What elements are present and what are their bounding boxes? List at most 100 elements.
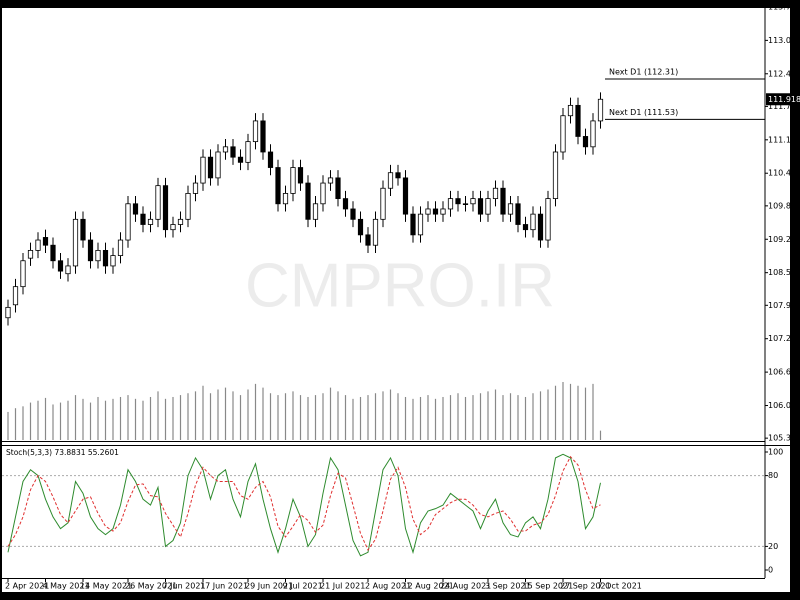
y-tick-label: 105.375	[768, 434, 800, 443]
candle-body	[567, 104, 574, 117]
candle-body	[20, 260, 26, 288]
x-tick-label: 4 May 2021	[43, 582, 90, 591]
candle-body	[57, 260, 64, 272]
x-tick-label: 26 May 2021	[125, 582, 177, 591]
candle-body	[582, 136, 589, 148]
x-tick-label: 7 Oct 2021	[598, 582, 642, 591]
candle-body	[95, 249, 101, 262]
stoch-title: Stoch(5,3,3) 73.8831 55.2601	[6, 448, 119, 457]
x-tick-label: 2 Aug 2021	[365, 582, 411, 591]
candle-body	[327, 177, 334, 184]
y-tick-label: 112.410	[768, 69, 800, 78]
candle-body	[245, 141, 251, 163]
y-tick-label: 109.215	[768, 235, 800, 244]
candle-body	[335, 177, 341, 200]
y-tick-label: 108.570	[768, 268, 800, 277]
candle-body	[560, 115, 566, 153]
candle-body	[230, 146, 236, 158]
candle-body	[290, 167, 296, 194]
candle-body	[432, 208, 439, 215]
candle-body	[260, 120, 266, 153]
candle-body	[155, 185, 161, 220]
candle-body	[515, 203, 521, 225]
candle-body	[207, 156, 214, 179]
candle-body	[275, 167, 281, 205]
chart-background	[2, 8, 790, 592]
candle-body	[200, 156, 206, 184]
candle-body	[507, 203, 514, 215]
y-tick-label: 106.005	[768, 401, 800, 410]
y-tick-label: 107.940	[768, 301, 800, 310]
candle-body	[387, 172, 394, 189]
candle-body	[470, 198, 476, 205]
x-tick-label: 15 Sep 2021	[523, 582, 574, 591]
candle-body	[192, 182, 199, 194]
y-tick-label: 113.700	[768, 2, 800, 11]
candle-body	[417, 213, 424, 236]
candle-body	[575, 104, 581, 137]
candle-body	[545, 198, 551, 241]
y-tick-label: 0	[768, 566, 773, 575]
candle-body	[237, 156, 244, 163]
candle-body	[117, 239, 124, 256]
candle-body	[222, 146, 229, 153]
candle-body	[125, 203, 131, 241]
candle-body	[65, 265, 71, 275]
y-tick-label: 111.135	[768, 135, 800, 144]
candle-body	[462, 203, 469, 205]
level-label: Next D1 (111.53)	[609, 108, 678, 117]
candle-body	[320, 182, 326, 205]
candle-body	[215, 151, 221, 179]
candle-body	[500, 187, 506, 215]
y-tick-label: 113.055	[768, 36, 800, 45]
candle-body	[162, 185, 169, 231]
candle-body	[170, 224, 176, 231]
candle-body	[455, 198, 461, 205]
candle-body	[402, 177, 409, 215]
x-tick-label: 21 Jul 2021	[320, 582, 365, 591]
y-tick-label: 110.490	[768, 169, 800, 178]
candle-body	[185, 193, 191, 220]
candle-body	[597, 98, 604, 122]
x-tick-label: 17 Jun 2021	[200, 582, 248, 591]
candle-body	[102, 249, 109, 267]
candle-body	[537, 213, 544, 241]
candle-body	[5, 306, 11, 319]
y-tick-label: 100	[768, 448, 783, 457]
candle-body	[282, 193, 289, 205]
candle-body	[27, 249, 34, 259]
candle-body	[132, 203, 139, 215]
candle-body	[42, 237, 49, 246]
candle-body	[530, 213, 536, 231]
x-tick-label: 14 May 2021	[80, 582, 132, 591]
candle-body	[410, 213, 416, 236]
y-tick-label: 111.780	[768, 102, 800, 111]
candle-body	[522, 224, 529, 231]
stoch-line	[7, 453, 601, 557]
x-tick-label: 2 Apr 2021	[5, 582, 49, 591]
candle-body	[372, 218, 379, 246]
candle-body	[12, 286, 19, 306]
candle-body	[35, 239, 41, 251]
candle-body	[147, 218, 154, 225]
price-marker	[766, 93, 792, 106]
price-label: 111.918	[768, 95, 800, 104]
candle-body	[177, 218, 184, 225]
x-tick-label: 12 Aug 2021	[403, 582, 454, 591]
x-tick-label: 9 Jul 2021	[283, 582, 323, 591]
candle-body	[50, 244, 56, 262]
candle-body	[357, 218, 364, 236]
candle-body	[342, 198, 349, 210]
y-tick-label: 109.860	[768, 201, 800, 210]
candle-body	[87, 239, 94, 262]
x-tick-label: 7 Jun 2021	[163, 582, 206, 591]
candle-body	[252, 120, 259, 143]
stoch-line	[7, 455, 601, 551]
y-tick-label: 80	[768, 471, 778, 480]
candle-body	[425, 208, 431, 215]
candle-body	[72, 218, 79, 267]
candle-body	[477, 198, 484, 215]
candle-body	[380, 187, 386, 220]
x-tick-label: 24 Aug 2021	[440, 582, 491, 591]
